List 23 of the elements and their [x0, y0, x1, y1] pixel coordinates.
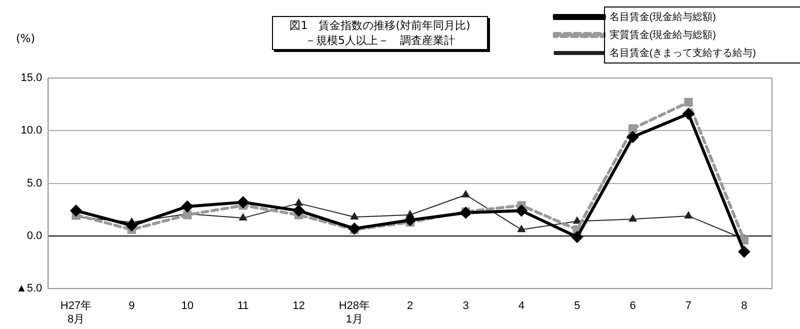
- y-tick-label: 5.0: [26, 177, 42, 190]
- chart-title: 図1 賃金指数の推移(対前年同月比) －規模5人以上－ 調査産業計: [272, 16, 488, 50]
- legend-label: 名目賃金(現金給与総額): [609, 10, 716, 23]
- x-tick-label: 6: [630, 300, 636, 312]
- x-tick-label: H28年 1月: [338, 300, 370, 326]
- x-tick-label: 12: [292, 300, 305, 312]
- y-axis-title: (%): [16, 32, 36, 45]
- x-tick-label: 8: [741, 300, 748, 312]
- x-tick-label: 9: [128, 300, 135, 312]
- x-tick-label: 2: [407, 300, 414, 312]
- x-tick-label: 11: [237, 300, 249, 312]
- y-tick-label: ▲5.0: [16, 282, 42, 295]
- y-tick-label: 0.0: [26, 230, 42, 242]
- x-tick-label: 7: [685, 300, 692, 312]
- legend-label: 名目賃金(きまって支給する給与): [609, 46, 756, 59]
- x-tick-label: 3: [462, 300, 469, 312]
- x-tick-label: H27年 8月: [60, 300, 92, 326]
- x-tick-label: 5: [574, 300, 580, 312]
- x-tick-label: 10: [181, 300, 194, 312]
- y-tick-label: 10.0: [20, 124, 42, 137]
- x-tick-label: 4: [518, 300, 525, 312]
- y-tick-label: 15.0: [20, 72, 42, 84]
- legend-label: 実質賃金(現金給与総額): [609, 28, 716, 41]
